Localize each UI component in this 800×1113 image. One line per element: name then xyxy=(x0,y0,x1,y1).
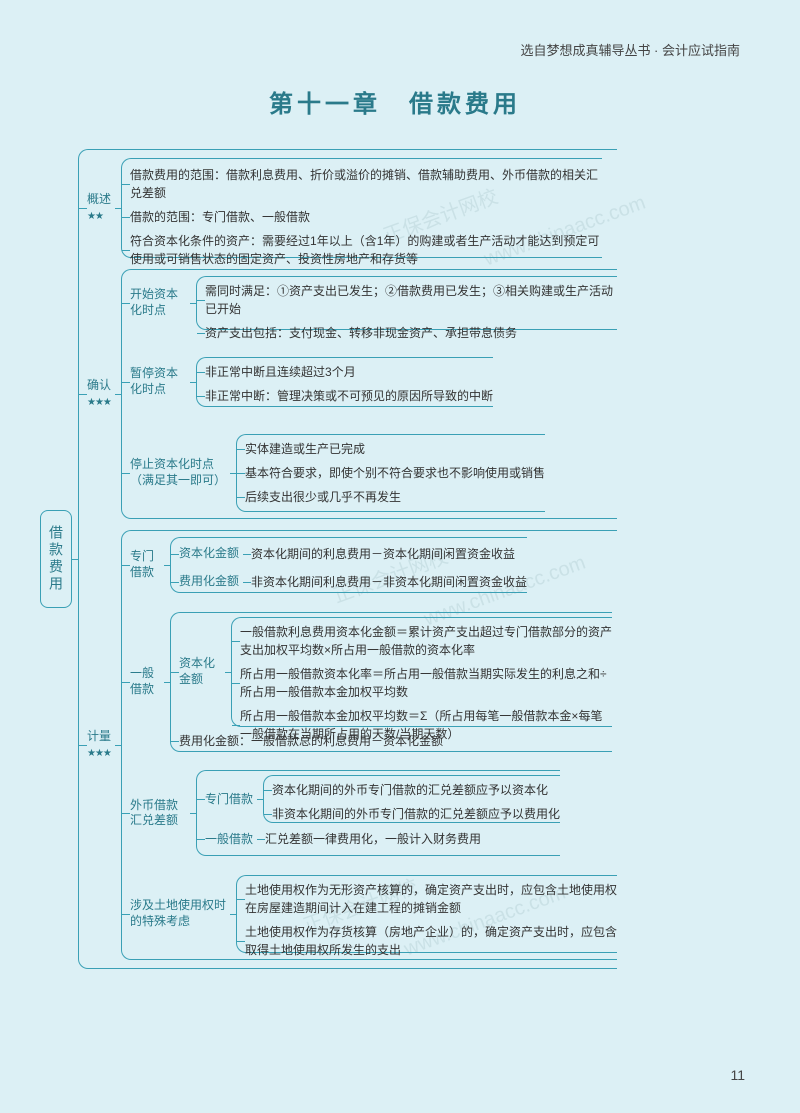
land-leaf-1: 土地使用权作为无形资产核算的，确定资产支出时，应包含土地使用权在房屋建造期间计入… xyxy=(237,878,617,920)
special-exp: 费用化金额 非资本化期间利息费用－非资本化期间闲置资金收益 xyxy=(171,568,527,596)
overview-label-text: 概述 xyxy=(87,192,111,206)
measure-label-text: 计量 xyxy=(87,729,111,743)
confirm-label-text: 确认 xyxy=(87,378,111,392)
page-number: 11 xyxy=(730,1067,745,1083)
section-confirm: 确认 ★★★ 开始资本化时点 需同时满足：①资产支出已发生；②借款费用已发生；③… xyxy=(79,267,617,521)
root-node: 借款费用 xyxy=(40,510,72,608)
confirm-pause-leaf-2: 非正常中断：管理决策或不可预见的原因所导致的中断 xyxy=(197,384,493,408)
measure-general-label: 一般借款 xyxy=(130,666,160,697)
chapter-title: 第十一章 借款费用 xyxy=(40,84,750,119)
fx-general: 一般借款 汇兑差额一律费用化，一般计入财务费用 xyxy=(197,825,560,853)
general-cap: 资本化金额 一般借款利息费用资本化金额＝累计资产支出超过专门借款部分的资产支出加… xyxy=(171,615,612,729)
overview-leaf-1: 借款费用的范围：借款利息费用、折价或溢价的摊销、借款辅助费用、外币借款的相关汇兑… xyxy=(122,163,602,205)
confirm-start: 开始资本化时点 需同时满足：①资产支出已发生；②借款费用已发生；③相关购建或生产… xyxy=(122,274,617,332)
measure-stars: ★★★ xyxy=(87,748,111,759)
confirm-stop-leaf-1: 实体建造或生产已完成 xyxy=(237,437,545,461)
confirm-stop-label: 停止资本化时点（满足其一即可） xyxy=(130,457,226,488)
fx-special-leaf-2: 非资本化期间的外币专门借款的汇兑差额应予以费用化 xyxy=(264,802,560,826)
fx-special-leaf-1: 资本化期间的外币专门借款的汇兑差额应予以资本化 xyxy=(264,778,560,802)
special-cap: 资本化金额 资本化期间的利息费用－资本化期间闲置资金收益 xyxy=(171,540,527,568)
general-cap-leaf-1: 一般借款利息费用资本化金额＝累计资产支出超过专门借款部分的资产支出加权平均数×所… xyxy=(232,620,612,662)
confirm-pause: 暂停资本化时点 非正常中断且连续超过3个月 非正常中断：管理决策或不可预见的原因… xyxy=(122,355,617,409)
confirm-stars: ★★★ xyxy=(87,397,111,408)
confirm-label: 确认 ★★★ xyxy=(87,378,111,409)
measure-land-label: 涉及土地使用权时的特殊考虑 xyxy=(130,898,226,929)
fx-general-label: 一般借款 xyxy=(205,832,253,848)
special-cap-label: 资本化金额 xyxy=(179,546,239,562)
general-exp-leaf: 费用化金额：一般借款总的利息费用－资本化金额 xyxy=(171,729,611,753)
overview-label: 概述 ★★ xyxy=(87,192,111,223)
section-measure: 计量 ★★★ 专门借款 资本化金额 资本化期间的利息费用－ xyxy=(79,528,617,962)
general-cap-label: 资本化金额 xyxy=(179,656,221,687)
fx-special: 专门借款 资本化期间的外币专门借款的汇兑差额应予以资本化 非资本化期间的外币专门… xyxy=(197,773,560,825)
confirm-stop: 停止资本化时点（满足其一即可） 实体建造或生产已完成 基本符合要求，即使个别不符… xyxy=(122,432,617,514)
section-overview: 概述 ★★ 借款费用的范围：借款利息费用、折价或溢价的摊销、借款辅助费用、外币借… xyxy=(79,156,617,260)
special-exp-leaf: 非资本化期间利息费用－非资本化期间闲置资金收益 xyxy=(243,570,527,594)
land-leaf-2: 土地使用权作为存货核算（房地产企业）的，确定资产支出时，应包含取得土地使用权所发… xyxy=(237,920,617,962)
confirm-pause-label: 暂停资本化时点 xyxy=(130,366,186,397)
confirm-start-leaf-2: 资产支出包括：支付现金、转移非现金资产、承担带息债务 xyxy=(197,321,617,345)
confirm-stop-leaf-3: 后续支出很少或几乎不再发生 xyxy=(237,485,545,509)
fx-general-leaf: 汇兑差额一律费用化，一般计入财务费用 xyxy=(257,827,481,851)
confirm-stop-leaf-2: 基本符合要求，即使个别不符合要求也不影响使用或销售 xyxy=(237,461,545,485)
overview-leaf-3: 符合资本化条件的资产：需要经过1年以上（含1年）的购建或者生产活动才能达到预定可… xyxy=(122,229,602,271)
mindmap-tree: 借款费用 概述 ★★ 借款费用的范围：借款利息费用、折价或溢价的摊销、借款辅助费… xyxy=(40,149,750,969)
measure-special-label: 专门借款 xyxy=(130,549,160,580)
header-source: 选自梦想成真辅导丛书 · 会计应试指南 xyxy=(40,40,740,59)
measure-fx-label: 外币借款汇兑差额 xyxy=(130,798,186,829)
special-exp-label: 费用化金额 xyxy=(179,574,239,590)
overview-stars: ★★ xyxy=(87,211,103,222)
measure-general: 一般借款 资本化金额 一般借款利息费用资本化金额＝累计资产支出超过专门借款部分的… xyxy=(122,610,617,754)
general-cap-leaf-2: 所占用一般借款资本化率＝所占用一般借款当期实际发生的利息之和÷所占用一般借款本金… xyxy=(232,662,612,704)
measure-land: 涉及土地使用权时的特殊考虑 土地使用权作为无形资产核算的，确定资产支出时，应包含… xyxy=(122,873,617,955)
fx-special-label: 专门借款 xyxy=(205,792,253,808)
measure-label: 计量 ★★★ xyxy=(87,729,111,760)
confirm-start-label: 开始资本化时点 xyxy=(130,287,186,318)
measure-fx: 外币借款汇兑差额 专门借款 资本化期间的外币专门借款的汇兑差额应予以资本化 xyxy=(122,768,617,858)
overview-leaf-2: 借款的范围：专门借款、一般借款 xyxy=(122,205,602,229)
measure-special: 专门借款 资本化金额 资本化期间的利息费用－资本化期间闲置资金收益 费用化金额 xyxy=(122,535,617,595)
confirm-start-leaf-1: 需同时满足：①资产支出已发生；②借款费用已发生；③相关购建或生产活动已开始 xyxy=(197,279,617,321)
confirm-pause-leaf-1: 非正常中断且连续超过3个月 xyxy=(197,360,493,384)
special-cap-leaf: 资本化期间的利息费用－资本化期间闲置资金收益 xyxy=(243,542,515,566)
